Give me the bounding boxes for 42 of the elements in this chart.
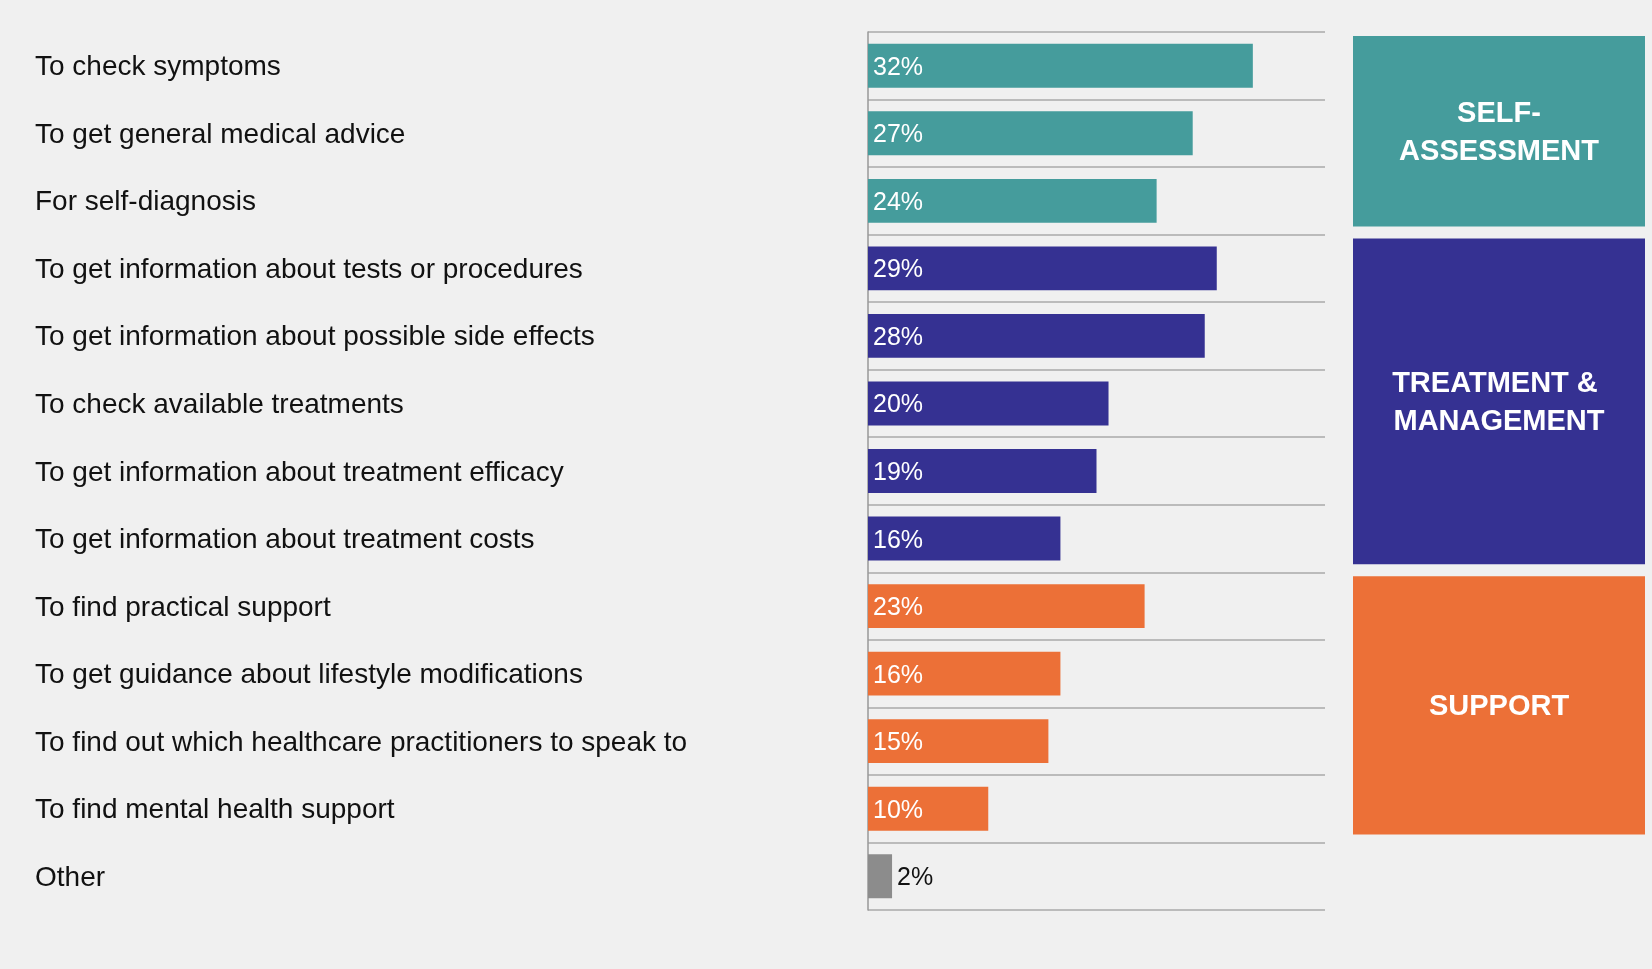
bar (868, 786, 989, 831)
bar (868, 449, 1097, 493)
text: SUPPORT (1428, 689, 1570, 722)
y-tick-label: For self-diagnosis (35, 185, 256, 217)
bar (868, 381, 1109, 426)
y-tick-label: Other (35, 860, 106, 892)
y-tick-label: To get general medical advice (35, 117, 406, 149)
bar (868, 651, 1061, 696)
data-label: 19% (873, 457, 924, 485)
text: TREATMENT & MANAGEMENT (1392, 366, 1606, 437)
bar (868, 313, 1205, 358)
data-label: 27% (873, 119, 924, 148)
bar (868, 516, 1061, 561)
data-label: 23% (873, 592, 924, 621)
bar (868, 854, 893, 899)
data-label: 20% (873, 389, 924, 418)
y-tick-label: To find mental health support (35, 793, 395, 825)
data-label: 15% (873, 727, 924, 756)
data-label: 16% (873, 659, 924, 688)
data-label: 24% (873, 186, 924, 215)
bar (868, 111, 1193, 156)
data-label: 16% (873, 524, 924, 553)
text: SELF-ASSESSMENT (1399, 96, 1600, 167)
data-label: 2% (897, 862, 934, 891)
y-tick-label: To find out which healthcare practitioners to speak to (35, 725, 688, 757)
y-tick-label: To get information about tests or procedures (35, 252, 583, 284)
bar (868, 719, 1049, 764)
data-label: 32% (873, 51, 924, 80)
y-tick-label: To check symptoms (35, 50, 281, 82)
bar (868, 246, 1217, 291)
data-label: 28% (873, 321, 924, 350)
y-tick-label: To check available treatments (35, 387, 404, 419)
y-tick-label: To get information about treatment costs (35, 523, 535, 555)
data-label: 29% (873, 254, 924, 283)
y-tick-label: To get information about possible side effects (35, 320, 595, 352)
y-tick-label: To find practical support (35, 590, 331, 622)
bar (868, 178, 1157, 223)
data-label: 10% (873, 794, 924, 823)
bar (868, 43, 1253, 88)
bar (868, 584, 1145, 629)
y-tick-label: To get guidance about lifestyle modifications (35, 658, 583, 690)
y-tick-label: To get information about treatment efficacy (35, 455, 564, 487)
